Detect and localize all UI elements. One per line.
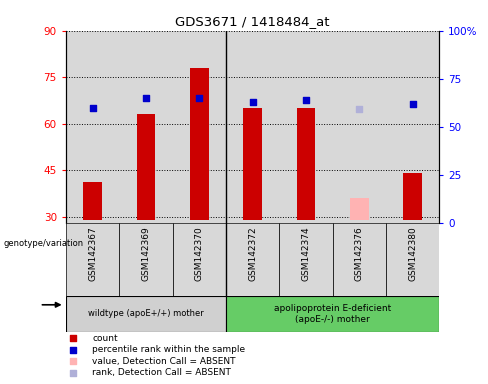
Bar <box>350 198 368 220</box>
Text: GSM142376: GSM142376 <box>355 227 364 281</box>
Point <box>355 106 363 113</box>
Point <box>89 104 97 111</box>
Text: GSM142374: GSM142374 <box>302 227 310 281</box>
Point <box>69 369 77 376</box>
Bar <box>226 296 439 332</box>
Bar <box>332 223 386 296</box>
Text: GSM142380: GSM142380 <box>408 227 417 281</box>
Bar <box>119 223 173 296</box>
Point <box>69 347 77 353</box>
Bar <box>66 296 226 332</box>
Text: genotype/variation: genotype/variation <box>3 239 83 248</box>
Text: count: count <box>92 334 118 343</box>
Bar <box>386 223 439 296</box>
Bar <box>137 114 155 220</box>
Bar <box>279 223 332 296</box>
Point <box>142 95 150 101</box>
Text: wildtype (apoE+/+) mother: wildtype (apoE+/+) mother <box>88 310 204 318</box>
Text: GSM142372: GSM142372 <box>248 227 257 281</box>
Point <box>195 95 203 101</box>
Bar <box>403 173 422 220</box>
Bar <box>83 182 102 220</box>
Bar <box>297 108 315 220</box>
Bar <box>190 68 208 220</box>
Bar <box>173 223 226 296</box>
Point <box>302 97 310 103</box>
Bar <box>66 223 119 296</box>
Text: rank, Detection Call = ABSENT: rank, Detection Call = ABSENT <box>92 368 231 377</box>
Title: GDS3671 / 1418484_at: GDS3671 / 1418484_at <box>175 15 330 28</box>
Text: value, Detection Call = ABSENT: value, Detection Call = ABSENT <box>92 357 236 366</box>
Bar <box>226 223 279 296</box>
Point <box>69 335 77 341</box>
Text: GSM142367: GSM142367 <box>88 227 97 281</box>
Text: GSM142369: GSM142369 <box>142 227 150 281</box>
Bar <box>243 108 262 220</box>
Point <box>69 358 77 364</box>
Point <box>408 101 416 107</box>
Point <box>248 99 257 105</box>
Text: percentile rank within the sample: percentile rank within the sample <box>92 345 245 354</box>
Text: GSM142370: GSM142370 <box>195 227 203 281</box>
Text: apolipoprotein E-deficient
(apoE-/-) mother: apolipoprotein E-deficient (apoE-/-) mot… <box>274 304 391 324</box>
